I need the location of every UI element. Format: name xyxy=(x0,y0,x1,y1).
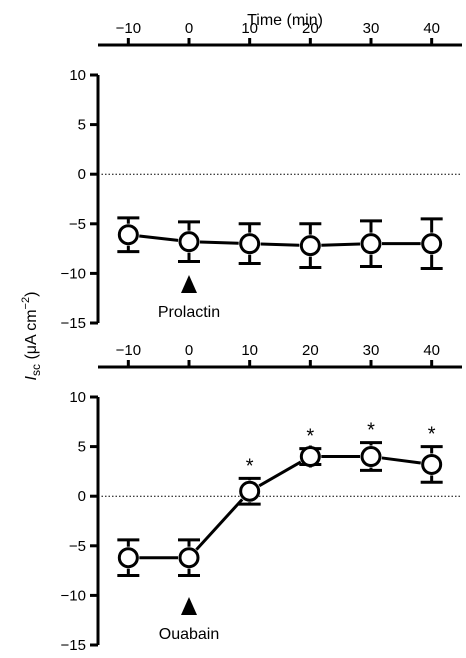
x-tick-label: 30 xyxy=(363,20,380,37)
y-axis-title-close: ) xyxy=(23,292,40,297)
data-point xyxy=(178,231,200,253)
data-point xyxy=(421,233,443,255)
y-tick-label: 0 xyxy=(78,166,86,183)
series-segment xyxy=(381,456,421,465)
significance-star: * xyxy=(428,424,436,446)
significance-star: * xyxy=(246,455,254,477)
y-axis-title-symbol: I xyxy=(23,375,40,380)
x-tick-label: 40 xyxy=(423,20,440,37)
ouabain-panel: 10 5 0 −5 −10 −15 −10 0 10 20 30 40 * * * * Ouabain xyxy=(61,342,462,654)
y-tick-label: 5 xyxy=(78,117,86,134)
y-axis-title-subscript: sc xyxy=(29,364,43,376)
y-axis-title: Isc (μA cm−2) xyxy=(20,292,43,381)
y-tick-label: −10 xyxy=(61,587,86,604)
y-tick-label: −15 xyxy=(61,637,86,654)
data-point xyxy=(421,453,443,475)
x-tick-label: 10 xyxy=(241,342,258,359)
significance-star: * xyxy=(367,420,375,442)
treatment-label: Prolactin xyxy=(158,304,220,321)
y-tick-label: −10 xyxy=(61,265,86,282)
y-tick-label: 10 xyxy=(69,389,86,406)
series-segment xyxy=(139,234,179,242)
data-point xyxy=(360,233,382,255)
y-tick-label: −5 xyxy=(69,538,86,555)
y-tick-label: −15 xyxy=(61,315,86,332)
treatment-arrow xyxy=(181,597,197,615)
data-point xyxy=(117,547,139,569)
x-tick-label: 0 xyxy=(185,342,193,359)
x-tick-label: 40 xyxy=(423,342,440,359)
x-tick-label: 30 xyxy=(363,342,380,359)
y-tick-label: 0 xyxy=(78,488,86,505)
x-tick-label: −10 xyxy=(116,342,141,359)
y-tick-label: −5 xyxy=(69,216,86,233)
x-tick-label: 0 xyxy=(185,20,193,37)
y-tick-label: 10 xyxy=(69,67,86,84)
series-segment xyxy=(321,242,361,247)
data-point xyxy=(299,235,321,257)
series-segment xyxy=(195,498,244,551)
series-segment xyxy=(260,242,300,247)
data-point xyxy=(239,480,261,502)
x-tick-label: −10 xyxy=(116,20,141,37)
y-tick-label: 5 xyxy=(78,439,86,456)
x-tick-label: 20 xyxy=(302,20,319,37)
y-axis-title-units: (μA cm xyxy=(23,309,40,364)
treatment-label: Ouabain xyxy=(159,626,220,643)
data-point xyxy=(239,233,261,255)
x-axis-title: Time (min) xyxy=(247,12,323,29)
prolactin-panel: 10 5 0 −5 −10 −15 −10 0 10 20 30 40 Prolactin xyxy=(61,20,462,332)
x-tick-label: 20 xyxy=(302,342,319,359)
data-point xyxy=(360,446,382,468)
series-segment xyxy=(258,460,302,488)
data-point xyxy=(117,224,139,246)
series-segment xyxy=(199,240,239,245)
x-tick-label: 10 xyxy=(241,20,258,37)
y-axis-title-exponent: −2 xyxy=(20,297,32,310)
significance-star: * xyxy=(306,426,314,448)
treatment-arrow xyxy=(181,275,197,293)
data-point xyxy=(178,547,200,569)
data-point xyxy=(299,446,321,468)
